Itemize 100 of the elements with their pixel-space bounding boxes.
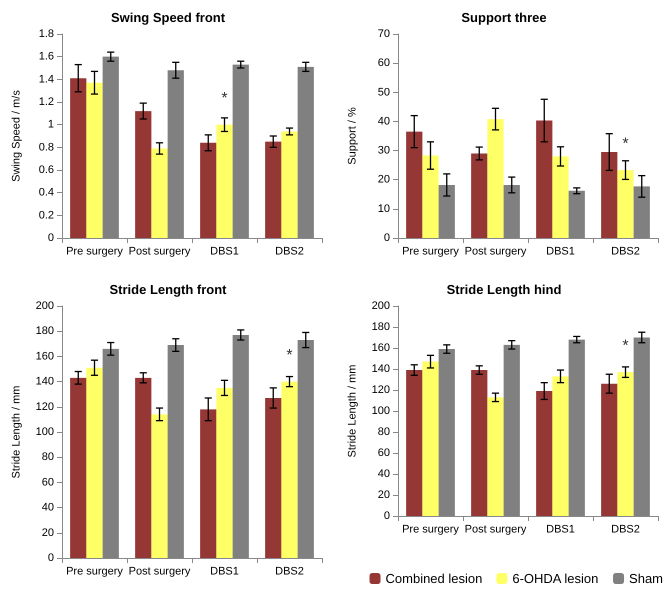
bar (86, 368, 103, 558)
y-tick-label: 200 (36, 300, 54, 312)
y-tick-label: 80 (42, 451, 54, 464)
bar (536, 120, 552, 238)
x-tick-label: DBS2 (611, 246, 640, 258)
y-tick-label: 40 (378, 115, 390, 128)
legend-label: Combined lesion (386, 571, 482, 586)
y-tick-label: 50 (378, 86, 390, 98)
y-tick-label: 60 (42, 476, 54, 488)
y-tick-label: 40 (378, 468, 390, 480)
bar (70, 78, 86, 238)
bar (281, 382, 298, 558)
bar (151, 414, 168, 558)
bar (601, 384, 618, 516)
bar (552, 156, 569, 238)
x-tick-label: Post surgery (464, 524, 527, 536)
y-tick-label: 30 (378, 144, 390, 157)
y-tick-label: 20 (42, 526, 54, 539)
y-tick-label: 140 (372, 363, 390, 375)
x-tick-label: DBS2 (275, 566, 304, 578)
y-tick-label: 140 (36, 376, 54, 388)
y-tick-label: 0 (48, 232, 54, 244)
y-tick-label: 120 (36, 400, 54, 413)
bar (422, 156, 439, 238)
bar (265, 398, 282, 558)
x-tick-label: Pre surgery (66, 246, 124, 258)
x-tick-label: Pre surgery (66, 566, 124, 578)
bar (200, 409, 216, 558)
bar (552, 376, 569, 516)
x-tick-label: Post surgery (128, 566, 191, 578)
bar (617, 372, 634, 516)
y-tick-label: 20 (378, 489, 390, 501)
y-tick-label: 0.2 (38, 209, 54, 222)
y-axis-title: Stride Length / mm (346, 364, 358, 458)
bar (216, 124, 233, 238)
x-tick-label: DBS1 (210, 566, 239, 578)
bar (487, 119, 504, 238)
bar (617, 170, 634, 238)
y-tick-label: 80 (378, 426, 390, 438)
bar (265, 142, 282, 238)
bar (216, 388, 233, 558)
x-tick-label: Post surgery (128, 246, 191, 258)
y-tick-label: 180 (372, 321, 390, 333)
y-tick-label: 70 (378, 28, 390, 40)
y-tick-label: 0.4 (38, 186, 54, 199)
chart-title: Stride Length hind (446, 282, 562, 297)
legend-label: 6-OHDA lesion (512, 571, 598, 586)
annotation: * (221, 90, 228, 108)
y-tick-label: 1 (48, 118, 54, 131)
x-tick-label: DBS2 (611, 524, 640, 536)
bar (86, 82, 103, 238)
bar (135, 378, 152, 558)
chart-title: Support three (461, 10, 547, 25)
bar (422, 362, 439, 516)
x-tick-label: Post surgery (464, 246, 527, 258)
annotation: * (286, 347, 293, 364)
y-tick-label: 0.8 (38, 141, 54, 154)
y-tick-label: 100 (36, 426, 54, 438)
y-tick-label: 1.8 (38, 28, 54, 40)
y-axis-title: Stride Length / mm (10, 386, 22, 478)
y-tick-label: 60 (378, 447, 390, 459)
y-tick-label: 1.4 (38, 73, 54, 86)
bar (151, 148, 168, 238)
bar (135, 111, 152, 238)
y-tick-label: 100 (372, 405, 390, 417)
bar (601, 152, 618, 238)
y-tick-label: 160 (372, 342, 390, 354)
y-tick-label: 60 (378, 57, 390, 70)
y-tick-label: 0.6 (38, 164, 54, 176)
bar (471, 370, 488, 516)
bar (406, 370, 422, 516)
y-axis-title: Swing Speed / m/s (10, 90, 22, 182)
bar (536, 391, 552, 516)
bar (471, 153, 488, 238)
chart-title: Swing Speed front (110, 10, 226, 25)
y-tick-label: 200 (372, 300, 390, 312)
bar (406, 132, 422, 238)
y-tick-label: 10 (378, 202, 390, 215)
y-tick-label: 20 (378, 174, 390, 186)
y-tick-label: 0 (384, 510, 390, 522)
y-tick-label: 1.6 (38, 50, 54, 63)
bar (487, 397, 504, 516)
y-axis-title: Support / % (346, 107, 358, 165)
y-tick-label: 180 (36, 325, 54, 338)
x-tick-label: DBS1 (546, 524, 575, 536)
legend-label: Sham (629, 571, 664, 586)
chart-title: Stride Length front (110, 282, 228, 297)
y-tick-label: 120 (372, 384, 390, 396)
y-tick-label: 160 (36, 350, 54, 362)
x-tick-label: Pre surgery (402, 524, 460, 536)
bar (70, 378, 86, 558)
bar (200, 142, 216, 238)
y-tick-label: 1.2 (38, 96, 54, 108)
y-tick-label: 0 (48, 552, 54, 564)
x-tick-label: DBS1 (210, 246, 239, 258)
annotation: * (622, 136, 629, 153)
bar (281, 131, 298, 238)
y-tick-label: 40 (42, 502, 54, 514)
x-tick-label: DBS1 (546, 246, 575, 258)
annotation: * (622, 338, 629, 355)
